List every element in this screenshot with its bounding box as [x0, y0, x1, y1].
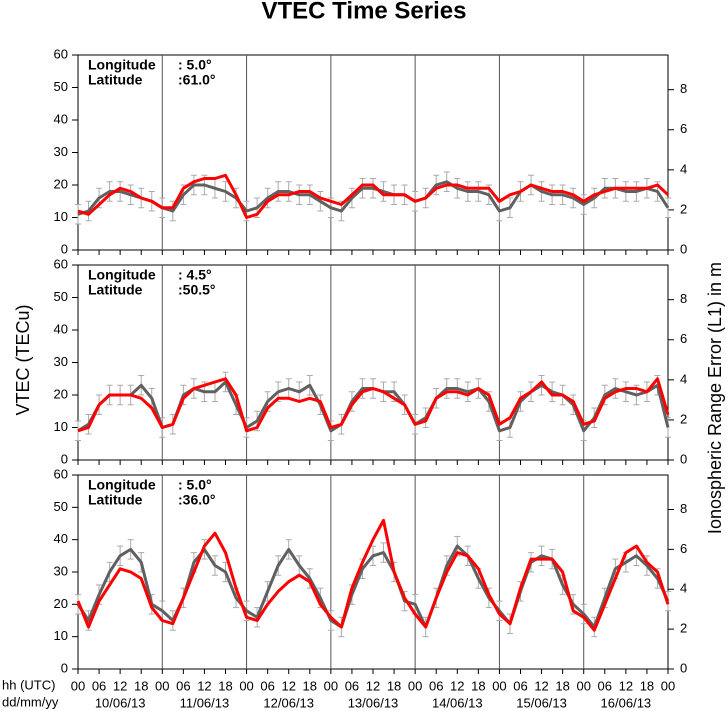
- annotation-label: Latitude: [88, 72, 143, 88]
- y-tick-label: 0: [61, 660, 68, 675]
- chart-title: VTEC Time Series: [262, 0, 467, 24]
- y-tick-label: 0: [61, 451, 68, 466]
- y2-tick-label: 2: [680, 411, 687, 426]
- y-tick-label: 60: [54, 256, 68, 271]
- x-tick-label: 12: [534, 678, 548, 693]
- x-tick-label: 18: [555, 678, 569, 693]
- date-label: 15/06/13: [516, 695, 567, 710]
- x-tick-label: 00: [408, 678, 422, 693]
- y-tick-label: 50: [54, 79, 68, 94]
- series-line: [77, 180, 670, 216]
- x-tick-label: 12: [281, 678, 295, 693]
- x-tick-label: 00: [576, 678, 590, 693]
- y2-tick-label: 0: [680, 451, 687, 466]
- y-tick-label: 20: [54, 176, 68, 191]
- annotation-value: : 5.0°: [178, 477, 212, 493]
- x-tick-label: 06: [345, 678, 359, 693]
- date-label: 11/06/13: [180, 695, 230, 710]
- annotation-label: Latitude: [88, 492, 143, 508]
- y-tick-label: 30: [54, 354, 68, 369]
- y-tick-label: 50: [54, 499, 68, 514]
- x-tick-label: 00: [492, 678, 506, 693]
- y2-tick-label: 8: [680, 291, 687, 306]
- x-tick-label: 00: [71, 678, 85, 693]
- x-tick-label: 00: [155, 678, 169, 693]
- y-tick-label: 20: [54, 386, 68, 401]
- x-tick-label: 06: [92, 678, 106, 693]
- x-tick-label: 06: [429, 678, 443, 693]
- x-tick-label: 00: [324, 678, 338, 693]
- y-tick-label: 10: [54, 419, 68, 434]
- x-tick-label: 12: [619, 678, 633, 693]
- x-tick-label: 06: [598, 678, 612, 693]
- annotation-label: Longitude: [88, 477, 156, 493]
- x-tick-label: 00: [661, 678, 675, 693]
- y-tick-label: 60: [54, 466, 68, 481]
- y2-tick-label: 4: [680, 161, 687, 176]
- date-label: 10/06/13: [95, 695, 146, 710]
- annotation-label: Longitude: [88, 57, 156, 73]
- x-axis-label: dd/mm/yy: [2, 694, 59, 709]
- y2-tick-label: 2: [680, 621, 687, 636]
- x-tick-label: 12: [366, 678, 380, 693]
- annotation-label: Latitude: [88, 282, 143, 298]
- y-tick-label: 40: [54, 321, 68, 336]
- y-tick-label: 10: [54, 209, 68, 224]
- x-axis-label: hh (UTC): [2, 677, 55, 692]
- y2-tick-label: 8: [680, 501, 687, 516]
- y2-tick-label: 0: [680, 660, 687, 675]
- y-tick-label: 40: [54, 531, 68, 546]
- series-line: [77, 173, 670, 219]
- y2-tick-label: 6: [680, 121, 687, 136]
- y2-tick-label: 4: [680, 581, 687, 596]
- x-tick-label: 18: [471, 678, 485, 693]
- y-tick-label: 50: [54, 289, 68, 304]
- x-tick-label: 12: [450, 678, 464, 693]
- y2-tick-label: 8: [680, 81, 687, 96]
- y-tick-label: 40: [54, 111, 68, 126]
- x-tick-label: 06: [260, 678, 274, 693]
- annotation-value: :36.0°: [178, 492, 216, 508]
- y-axis-label: VTEC (TECu): [13, 304, 33, 415]
- x-tick-label: 18: [640, 678, 654, 693]
- x-tick-label: 18: [387, 678, 401, 693]
- x-tick-label: 18: [303, 678, 317, 693]
- series-line: [77, 377, 670, 433]
- y2-axis-label: Ionospheric Range Error (L1) in m: [705, 262, 725, 534]
- date-label: 16/06/13: [601, 695, 652, 710]
- date-label: 12/06/13: [263, 695, 314, 710]
- y-tick-label: 60: [54, 46, 68, 61]
- y-tick-label: 30: [54, 563, 68, 578]
- annotation-label: Longitude: [88, 267, 156, 283]
- annotation-value: : 4.5°: [178, 267, 212, 283]
- x-tick-label: 18: [134, 678, 148, 693]
- date-label: 13/06/13: [348, 695, 399, 710]
- plot-frame: [77, 264, 669, 461]
- y-tick-label: 0: [61, 241, 68, 256]
- x-tick-label: 12: [197, 678, 211, 693]
- x-tick-label: 12: [113, 678, 127, 693]
- date-label: 14/06/13: [432, 695, 483, 710]
- y-tick-label: 30: [54, 144, 68, 159]
- series-line: [76, 518, 670, 632]
- y2-tick-label: 6: [680, 331, 687, 346]
- y2-tick-label: 2: [680, 201, 687, 216]
- y2-tick-label: 6: [680, 541, 687, 556]
- y-tick-label: 10: [54, 628, 68, 643]
- annotation-value: :61.0°: [178, 72, 216, 88]
- x-tick-label: 06: [513, 678, 527, 693]
- y2-tick-label: 4: [680, 371, 687, 386]
- y-tick-label: 20: [54, 596, 68, 611]
- x-tick-label: 06: [176, 678, 190, 693]
- y2-tick-label: 0: [680, 241, 687, 256]
- x-tick-label: 18: [218, 678, 232, 693]
- x-tick-label: 00: [239, 678, 253, 693]
- plot-frame: [77, 54, 669, 251]
- plot-frame: [77, 474, 669, 670]
- annotation-value: :50.5°: [178, 282, 216, 298]
- annotation-value: : 5.0°: [178, 57, 212, 73]
